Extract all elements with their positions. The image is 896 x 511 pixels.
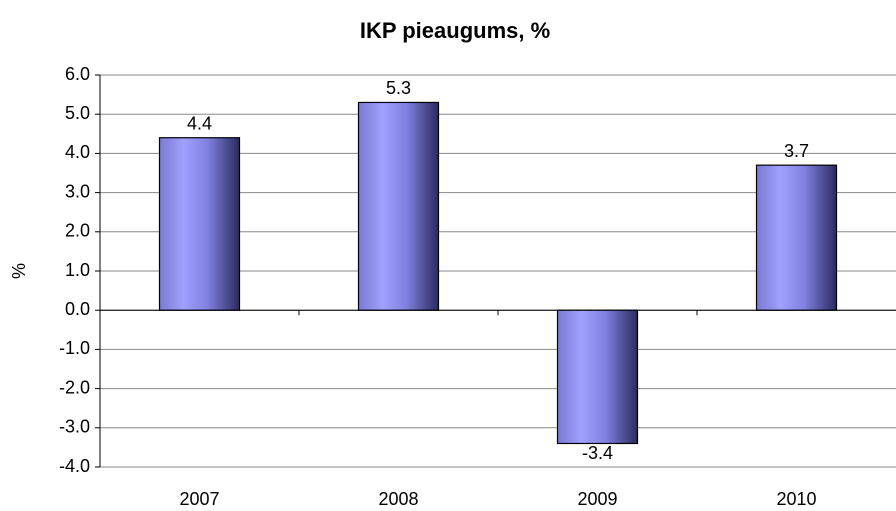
x-tick-label: 2008 xyxy=(378,489,418,509)
y-tick-label: 3.0 xyxy=(65,181,90,201)
y-tick-label: 0.0 xyxy=(65,299,90,319)
y-tick-label: -3.0 xyxy=(59,417,90,437)
y-tick-label: 6.0 xyxy=(65,64,90,84)
y-tick-label: 4.0 xyxy=(65,142,90,162)
x-tick-label: 2009 xyxy=(577,489,617,509)
y-tick-label: 5.0 xyxy=(65,103,90,123)
x-tick-label: 2007 xyxy=(179,489,219,509)
data-label: -3.4 xyxy=(582,443,613,463)
bar xyxy=(357,101,440,311)
y-tick-label: 2.0 xyxy=(65,221,90,241)
data-label: 5.3 xyxy=(386,78,411,98)
y-tick-label: -1.0 xyxy=(59,338,90,358)
chart-title: IKP pieaugums, % xyxy=(360,18,550,43)
bar xyxy=(755,164,838,311)
y-axis-label: % xyxy=(9,263,29,279)
x-tick-label: 2010 xyxy=(776,489,816,509)
data-label: 3.7 xyxy=(784,141,809,161)
bar xyxy=(158,137,241,311)
bar xyxy=(556,309,639,445)
y-tick-label: 1.0 xyxy=(65,260,90,280)
y-tick-label: -2.0 xyxy=(59,377,90,397)
y-tick-label: -4.0 xyxy=(59,456,90,476)
data-label: 4.4 xyxy=(187,113,212,133)
